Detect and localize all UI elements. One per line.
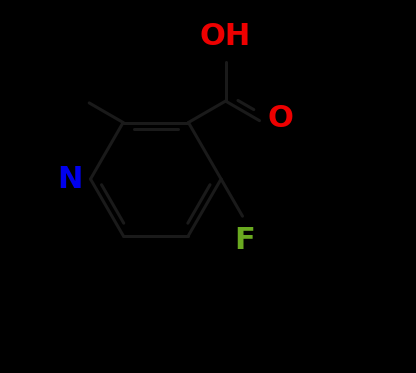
Text: O: O — [267, 104, 293, 133]
Text: F: F — [234, 226, 255, 255]
Text: N: N — [57, 164, 83, 194]
Text: OH: OH — [200, 22, 251, 51]
